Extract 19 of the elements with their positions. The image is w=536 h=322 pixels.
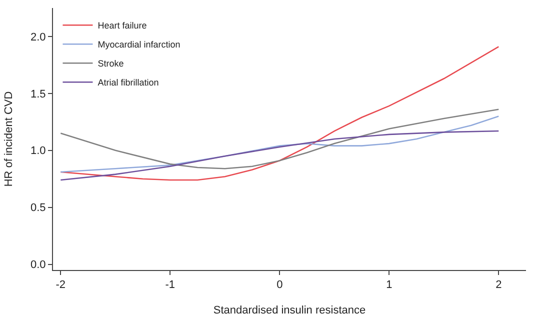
legend-label: Heart failure [98, 20, 147, 31]
line-series [60, 116, 500, 173]
x-tick-label: -1 [165, 279, 176, 292]
y-tick-label: 0.5 [30, 202, 46, 214]
legend-label: Atrial fibrillation [98, 78, 159, 88]
legend-label: Stroke [98, 58, 124, 69]
line-series [60, 108, 500, 170]
x-tick-label: 0 [276, 279, 283, 292]
y-axis-title: HR of incident CVD [3, 91, 16, 187]
x-tick-label: 2 [496, 279, 502, 292]
y-tick-label: 1.5 [30, 88, 46, 100]
y-tick-label: 1.0 [30, 145, 46, 158]
x-tick-label: -2 [56, 279, 66, 292]
line-series [60, 130, 500, 181]
legend-label: Myocardial infarction [98, 40, 180, 50]
y-tick-label: 2.0 [30, 31, 46, 44]
y-tick-label: 0.0 [30, 259, 46, 272]
x-axis-title: Standardised insulin resistance [213, 304, 366, 316]
x-tick-label: 1 [386, 279, 392, 292]
